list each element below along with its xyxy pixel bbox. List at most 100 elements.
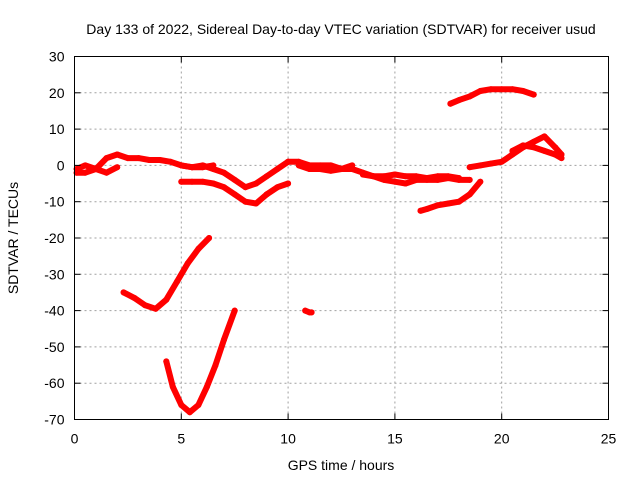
data-point — [423, 206, 430, 212]
data-point — [92, 166, 99, 172]
data-point — [131, 294, 138, 301]
data-point — [199, 178, 206, 185]
data-point — [199, 162, 206, 169]
data-point — [338, 166, 345, 172]
data-point — [184, 260, 191, 267]
data-point — [82, 162, 89, 169]
data-point — [82, 169, 89, 176]
data-point — [167, 158, 174, 165]
data-point — [221, 184, 227, 191]
data-point — [402, 180, 409, 187]
data-point — [327, 162, 334, 169]
data-point — [520, 142, 527, 149]
data-point — [423, 175, 430, 182]
data-point — [530, 138, 537, 145]
data-point — [558, 155, 565, 162]
data-point — [114, 151, 121, 158]
data-point — [178, 178, 185, 185]
data-point — [530, 91, 537, 98]
data-point — [103, 169, 110, 176]
data-point — [103, 155, 110, 162]
series-line-arc-mid — [285, 158, 473, 187]
data-point — [327, 167, 334, 174]
data-point — [466, 176, 473, 183]
data-point — [552, 151, 559, 158]
data-point — [263, 173, 270, 180]
data-point — [509, 147, 516, 154]
y-tick-label: 30 — [49, 49, 65, 65]
y-tick-label: -70 — [44, 412, 64, 428]
data-point — [231, 307, 238, 314]
data-point — [195, 402, 202, 408]
data-point — [509, 86, 516, 93]
data-point — [488, 86, 494, 93]
data-point — [231, 191, 238, 198]
data-point — [124, 155, 131, 162]
data-point — [285, 180, 292, 187]
data-point — [317, 166, 324, 172]
data-point — [391, 171, 398, 178]
y-tick-label: -50 — [44, 339, 64, 355]
data-point — [263, 191, 270, 198]
chart-title: Day 133 of 2022, Sidereal Day-to-day VTE… — [86, 21, 595, 37]
data-point — [447, 100, 454, 107]
x-tick-label: 0 — [71, 431, 79, 447]
data-point — [520, 88, 527, 94]
data-point — [178, 162, 185, 169]
data-point — [210, 180, 217, 187]
data-point — [156, 157, 163, 163]
x-tick-label: 5 — [177, 431, 185, 447]
data-point — [221, 169, 227, 176]
data-point — [203, 383, 210, 390]
data-point — [253, 200, 260, 207]
data-point — [359, 171, 366, 178]
data-point — [231, 176, 238, 183]
data-point — [163, 358, 170, 365]
data-point — [135, 155, 142, 162]
data-point — [413, 173, 420, 180]
data-point — [242, 198, 249, 205]
y-axis-title: SDTVAR / TECUs — [5, 182, 21, 294]
data-point — [142, 302, 148, 309]
data-point — [114, 164, 121, 171]
data-point — [456, 97, 462, 104]
data-point — [146, 157, 153, 163]
series-line-arc-mid-3 — [359, 171, 462, 182]
data-point — [169, 383, 176, 390]
x-tick-label: 20 — [494, 431, 510, 447]
x-tick-label: 15 — [387, 431, 403, 447]
data-point — [120, 289, 127, 296]
data-point — [306, 166, 313, 172]
data-point — [445, 173, 452, 180]
data-point — [477, 88, 484, 94]
data-point — [552, 144, 559, 151]
data-point — [498, 158, 505, 165]
y-tick-label: -10 — [44, 194, 64, 210]
data-point — [210, 166, 217, 172]
y-tick-labels: -70 -60 -50 -40 -30 -20 -10 0 10 20 30 — [44, 49, 64, 428]
data-point — [498, 86, 505, 93]
data-point — [402, 173, 409, 180]
data-point — [466, 191, 473, 198]
data-point — [295, 162, 302, 169]
data-point — [189, 178, 195, 185]
x-axis-title: GPS time / hours — [288, 457, 395, 473]
data-point — [488, 160, 494, 167]
data-point — [349, 162, 356, 169]
data-point — [221, 336, 227, 343]
data-point — [152, 305, 159, 312]
data-point — [186, 409, 193, 416]
data-point — [445, 200, 452, 207]
x-tick-label: 25 — [601, 431, 617, 447]
data-point — [285, 158, 292, 165]
data-point — [541, 133, 548, 140]
data-point — [178, 402, 185, 408]
data-point — [456, 175, 462, 182]
series-line-arc-deep-2 — [163, 307, 238, 416]
data-point — [466, 93, 473, 100]
data-point — [417, 207, 424, 214]
data-point — [174, 278, 180, 285]
data-point — [456, 198, 462, 205]
data-point — [274, 166, 281, 172]
